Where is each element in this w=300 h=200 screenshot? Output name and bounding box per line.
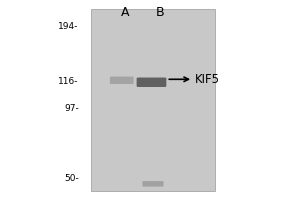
FancyBboxPatch shape <box>136 78 166 87</box>
FancyBboxPatch shape <box>110 77 134 84</box>
FancyBboxPatch shape <box>142 181 164 187</box>
Text: A: A <box>121 6 129 19</box>
Text: 97-: 97- <box>64 104 79 113</box>
Text: 116-: 116- <box>58 77 79 86</box>
Text: B: B <box>156 6 165 19</box>
Text: KIF5: KIF5 <box>195 73 220 86</box>
Text: 194-: 194- <box>58 22 79 31</box>
Text: 50-: 50- <box>64 174 79 183</box>
FancyBboxPatch shape <box>91 9 215 191</box>
